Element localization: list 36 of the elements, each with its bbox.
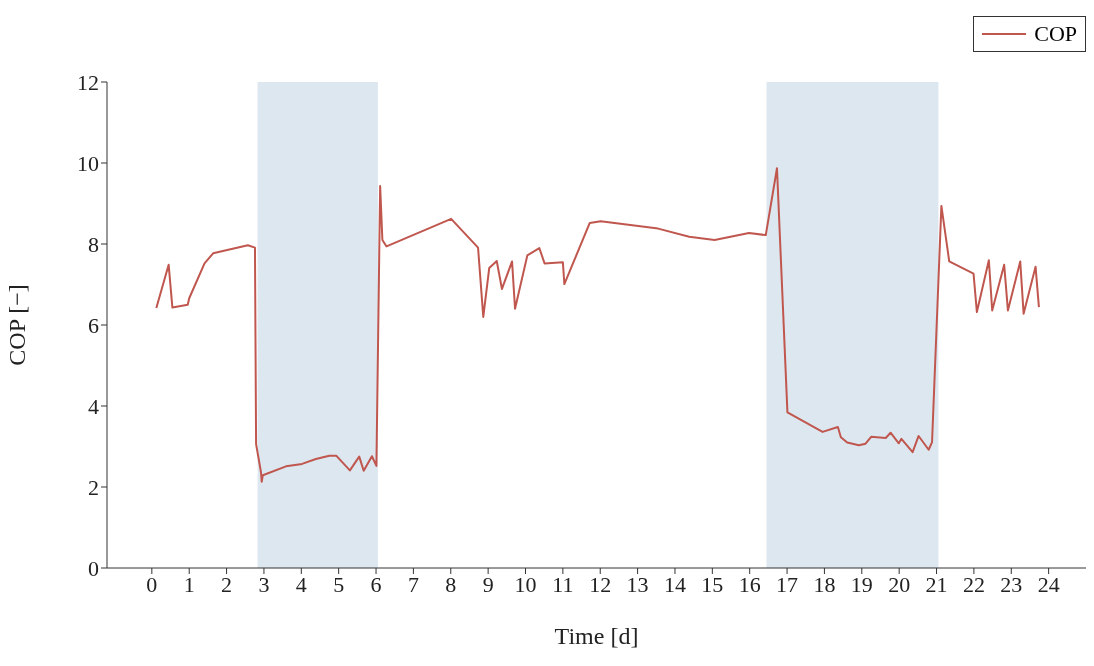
- x-tick-label: 8: [445, 571, 457, 597]
- x-tick-label: 11: [552, 571, 574, 597]
- x-tick-label: 0: [146, 571, 158, 597]
- x-tick-label: 17: [776, 571, 799, 597]
- x-tick-label: 16: [738, 571, 761, 597]
- x-tick-label: 15: [701, 571, 724, 597]
- y-tick-label: 0: [88, 555, 99, 581]
- x-tick-label: 10: [514, 571, 537, 597]
- x-axis-title: Time [d]: [554, 623, 639, 649]
- y-tick-label: 12: [77, 69, 99, 95]
- y-axis-title: COP [−]: [3, 284, 30, 366]
- x-tick-label: 7: [407, 571, 419, 597]
- x-tick-label: 24: [1037, 571, 1060, 597]
- x-tick-label: 20: [888, 571, 911, 597]
- y-tick-label: 10: [77, 150, 99, 176]
- x-tick-label: 23: [1000, 571, 1023, 597]
- x-tick-label: 1: [183, 571, 195, 597]
- y-tick-label: 4: [88, 393, 99, 419]
- x-tick-label: 2: [221, 571, 233, 597]
- line-series: [155, 167, 1040, 483]
- x-tick-label: 12: [589, 571, 612, 597]
- x-tick-label: 19: [850, 571, 873, 597]
- x-tick-label: 13: [626, 571, 649, 597]
- x-tick-label: 21: [925, 571, 948, 597]
- x-tick-label: 9: [482, 571, 494, 597]
- y-tick-label: 6: [88, 312, 99, 338]
- x-tick-label: 18: [813, 571, 836, 597]
- x-tick-label: 5: [333, 571, 345, 597]
- legend-label: COP: [1034, 21, 1077, 47]
- x-tick-label: 22: [962, 571, 985, 597]
- x-tick-label: 6: [370, 571, 382, 597]
- x-tick-label: 3: [258, 571, 270, 597]
- x-tick-label: 4: [295, 571, 307, 597]
- y-tick-label: 8: [88, 231, 99, 257]
- x-tick-label: 14: [663, 571, 686, 597]
- y-tick-label: 2: [88, 474, 99, 500]
